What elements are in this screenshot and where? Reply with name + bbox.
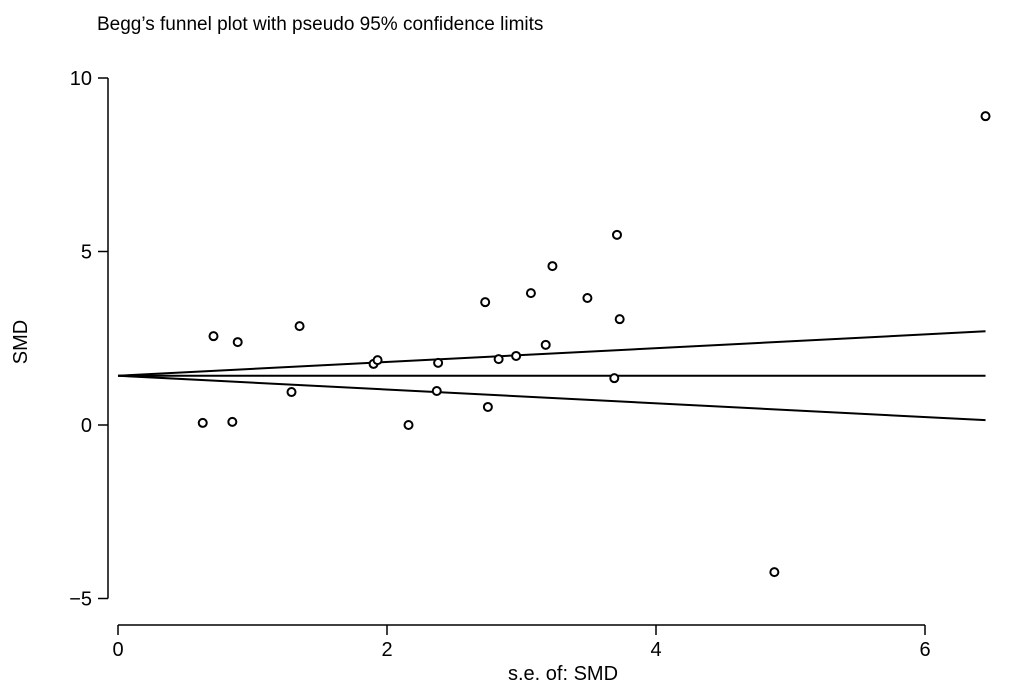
data-point (372, 355, 383, 366)
data-point (403, 420, 414, 430)
data-point (611, 229, 622, 240)
data-point (431, 385, 442, 396)
y-tick-label: 0 (81, 415, 92, 437)
data-point (493, 354, 504, 365)
data-point (433, 357, 444, 368)
data-point (232, 337, 243, 348)
y-tick-label: 5 (81, 242, 92, 264)
data-point (540, 339, 551, 350)
data-point (286, 387, 297, 398)
lower-limit-line (117, 374, 986, 422)
x-tick-label: 2 (381, 639, 392, 661)
y-tick-label: 10 (70, 68, 92, 90)
upper-limit-line (117, 330, 986, 377)
data-point (614, 314, 625, 325)
y-axis-label: SMD (10, 320, 32, 364)
data-point (294, 321, 305, 332)
data-point (511, 350, 522, 361)
data-point (525, 288, 536, 299)
y-tick-label: −5 (69, 589, 92, 611)
data-point (197, 417, 208, 428)
data-point (227, 416, 238, 427)
x-tick-label: 6 (919, 639, 930, 661)
data-point (980, 111, 991, 122)
data-point (480, 297, 491, 308)
data-point (208, 331, 219, 342)
data-point (482, 401, 493, 412)
data-point (769, 567, 780, 578)
x-axis-label: s.e. of: SMD (508, 663, 618, 685)
data-point (609, 373, 620, 384)
x-tick-label: 4 (650, 639, 661, 661)
chart-title: Begg’s funnel plot with pseudo 95% confi… (97, 14, 543, 35)
data-point (547, 261, 558, 272)
data-point (582, 292, 593, 303)
x-tick-label: 0 (112, 639, 123, 661)
